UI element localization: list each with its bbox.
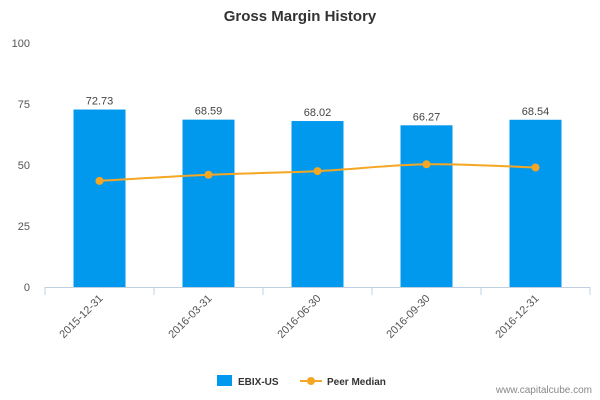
bar-value-label: 68.59	[195, 106, 223, 118]
bar-value-label: 68.54	[522, 106, 550, 118]
bars-layer: 72.73 68.59 68.02 66.27 68.54	[73, 96, 562, 288]
bar-value-label: 72.73	[86, 96, 114, 108]
peer-median-line-layer	[95, 160, 540, 185]
x-tick-label: 2016-06-30	[275, 293, 323, 341]
x-tick-label: 2016-12-31	[493, 293, 541, 341]
x-tick-label: 2016-03-31	[166, 293, 214, 341]
bar-value-label: 66.27	[413, 111, 441, 123]
source-credit: www.capitalcube.com	[495, 385, 592, 396]
chart-title: Gross Margin History	[224, 8, 377, 25]
x-tick-label: 2016-09-30	[384, 293, 432, 341]
y-tick-label: 25	[18, 221, 30, 233]
legend-label-peer-median[interactable]: Peer Median	[327, 377, 386, 388]
legend-marker-peer-median[interactable]	[307, 377, 315, 385]
peer-median-point[interactable]	[95, 176, 104, 185]
peer-median-point[interactable]	[422, 160, 431, 169]
peer-median-point[interactable]	[531, 163, 540, 172]
bar-ebix-us[interactable]	[509, 119, 562, 288]
legend: EBIX-US Peer Median	[217, 375, 386, 388]
bar-ebix-us[interactable]	[291, 121, 344, 288]
bar-value-label: 68.02	[304, 107, 332, 119]
peer-median-point[interactable]	[204, 170, 213, 179]
y-tick-label: 75	[18, 99, 30, 111]
y-axis: 0 25 50 75 100	[12, 38, 30, 294]
legend-swatch-ebix-us[interactable]	[217, 375, 232, 386]
x-axis: 2015-12-31 2016-03-31 2016-06-30 2016-09-30…	[44, 287, 591, 341]
y-tick-label: 0	[24, 282, 30, 294]
y-tick-label: 100	[12, 38, 30, 50]
y-tick-label: 50	[18, 160, 30, 172]
legend-label-ebix-us[interactable]: EBIX-US	[238, 377, 279, 388]
x-tick-label: 2015-12-31	[57, 293, 105, 341]
peer-median-point[interactable]	[313, 167, 322, 176]
bar-ebix-us[interactable]	[182, 119, 235, 287]
bar-ebix-us[interactable]	[73, 109, 126, 287]
bar-ebix-us[interactable]	[400, 125, 453, 287]
